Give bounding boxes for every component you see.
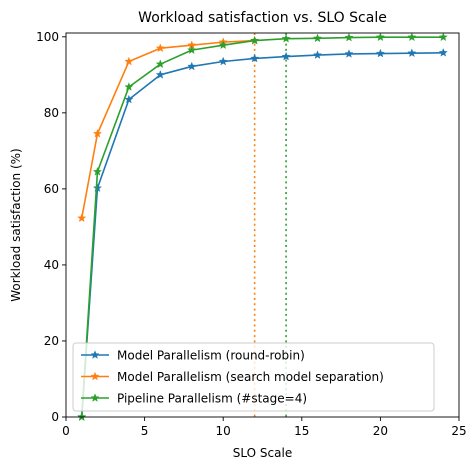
series-2-point bbox=[124, 82, 134, 91]
series-0-point bbox=[250, 53, 260, 63]
series-2-point bbox=[250, 35, 260, 45]
x-axis-title: SLO Scale bbox=[233, 446, 292, 460]
series-2-point bbox=[92, 167, 102, 176]
x-tick-label: 15 bbox=[294, 424, 309, 438]
plot-frame bbox=[65, 32, 460, 418]
series-line-1 bbox=[80, 39, 255, 219]
series-1-point bbox=[124, 56, 134, 66]
legend-marker-1 bbox=[90, 371, 100, 381]
x-tick-label: 0 bbox=[62, 424, 70, 438]
y-tick-label: 40 bbox=[44, 258, 59, 272]
legend-label-2: Pipeline Parallelism (#stage=4) bbox=[117, 392, 307, 406]
legend-marker-0 bbox=[90, 350, 100, 359]
series-0-point bbox=[407, 48, 417, 58]
series-0-point bbox=[218, 56, 228, 66]
x-tick-label: 20 bbox=[373, 424, 388, 438]
y-axis-title: Workload satisfaction (%) bbox=[9, 148, 23, 302]
y-tick-label: 80 bbox=[44, 106, 59, 120]
series-0-point bbox=[313, 50, 323, 59]
x-tick-label: 5 bbox=[141, 424, 149, 438]
series-2-point bbox=[187, 45, 197, 54]
series-1-point bbox=[92, 128, 102, 138]
y-tick-label: 60 bbox=[44, 182, 59, 196]
series-1-point bbox=[155, 43, 165, 53]
series-0-point bbox=[344, 49, 354, 58]
y-tick-label: 20 bbox=[44, 334, 59, 348]
series-0-point bbox=[438, 48, 448, 57]
y-tick-label: 100 bbox=[36, 30, 59, 44]
legend-marker-2 bbox=[90, 393, 100, 402]
plot-area: 0 5 10 15 20 25 0 20 40 60 80 100 bbox=[36, 30, 467, 438]
series-0-point bbox=[92, 183, 102, 192]
series-0-point bbox=[124, 94, 134, 104]
series-1-point bbox=[77, 213, 87, 222]
series-2-point bbox=[218, 40, 228, 50]
series-0-point bbox=[155, 70, 165, 79]
series-2-point bbox=[375, 32, 385, 42]
legend-box bbox=[72, 342, 435, 412]
series-2-point bbox=[281, 33, 291, 43]
legend-label-0: Model Parallelism (round-robin) bbox=[117, 349, 305, 363]
series-0-point bbox=[187, 61, 197, 71]
series-2-point bbox=[155, 59, 165, 69]
x-tick-label: 10 bbox=[216, 424, 231, 438]
y-tick-label: 0 bbox=[51, 410, 59, 424]
x-tick-label: 25 bbox=[451, 424, 466, 438]
series-0-point bbox=[281, 51, 291, 61]
series-2-point bbox=[407, 32, 417, 42]
series-0-point bbox=[375, 48, 385, 58]
chart-title: Workload satisfaction vs. SLO Scale bbox=[138, 10, 387, 26]
legend: Model Parallelism (round-robin) Model Par… bbox=[72, 342, 435, 412]
legend-label-1: Model Parallelism (search model separati… bbox=[117, 370, 384, 384]
series-2-point bbox=[438, 32, 448, 42]
series-2-point bbox=[313, 33, 323, 43]
series-2-point bbox=[344, 32, 354, 42]
